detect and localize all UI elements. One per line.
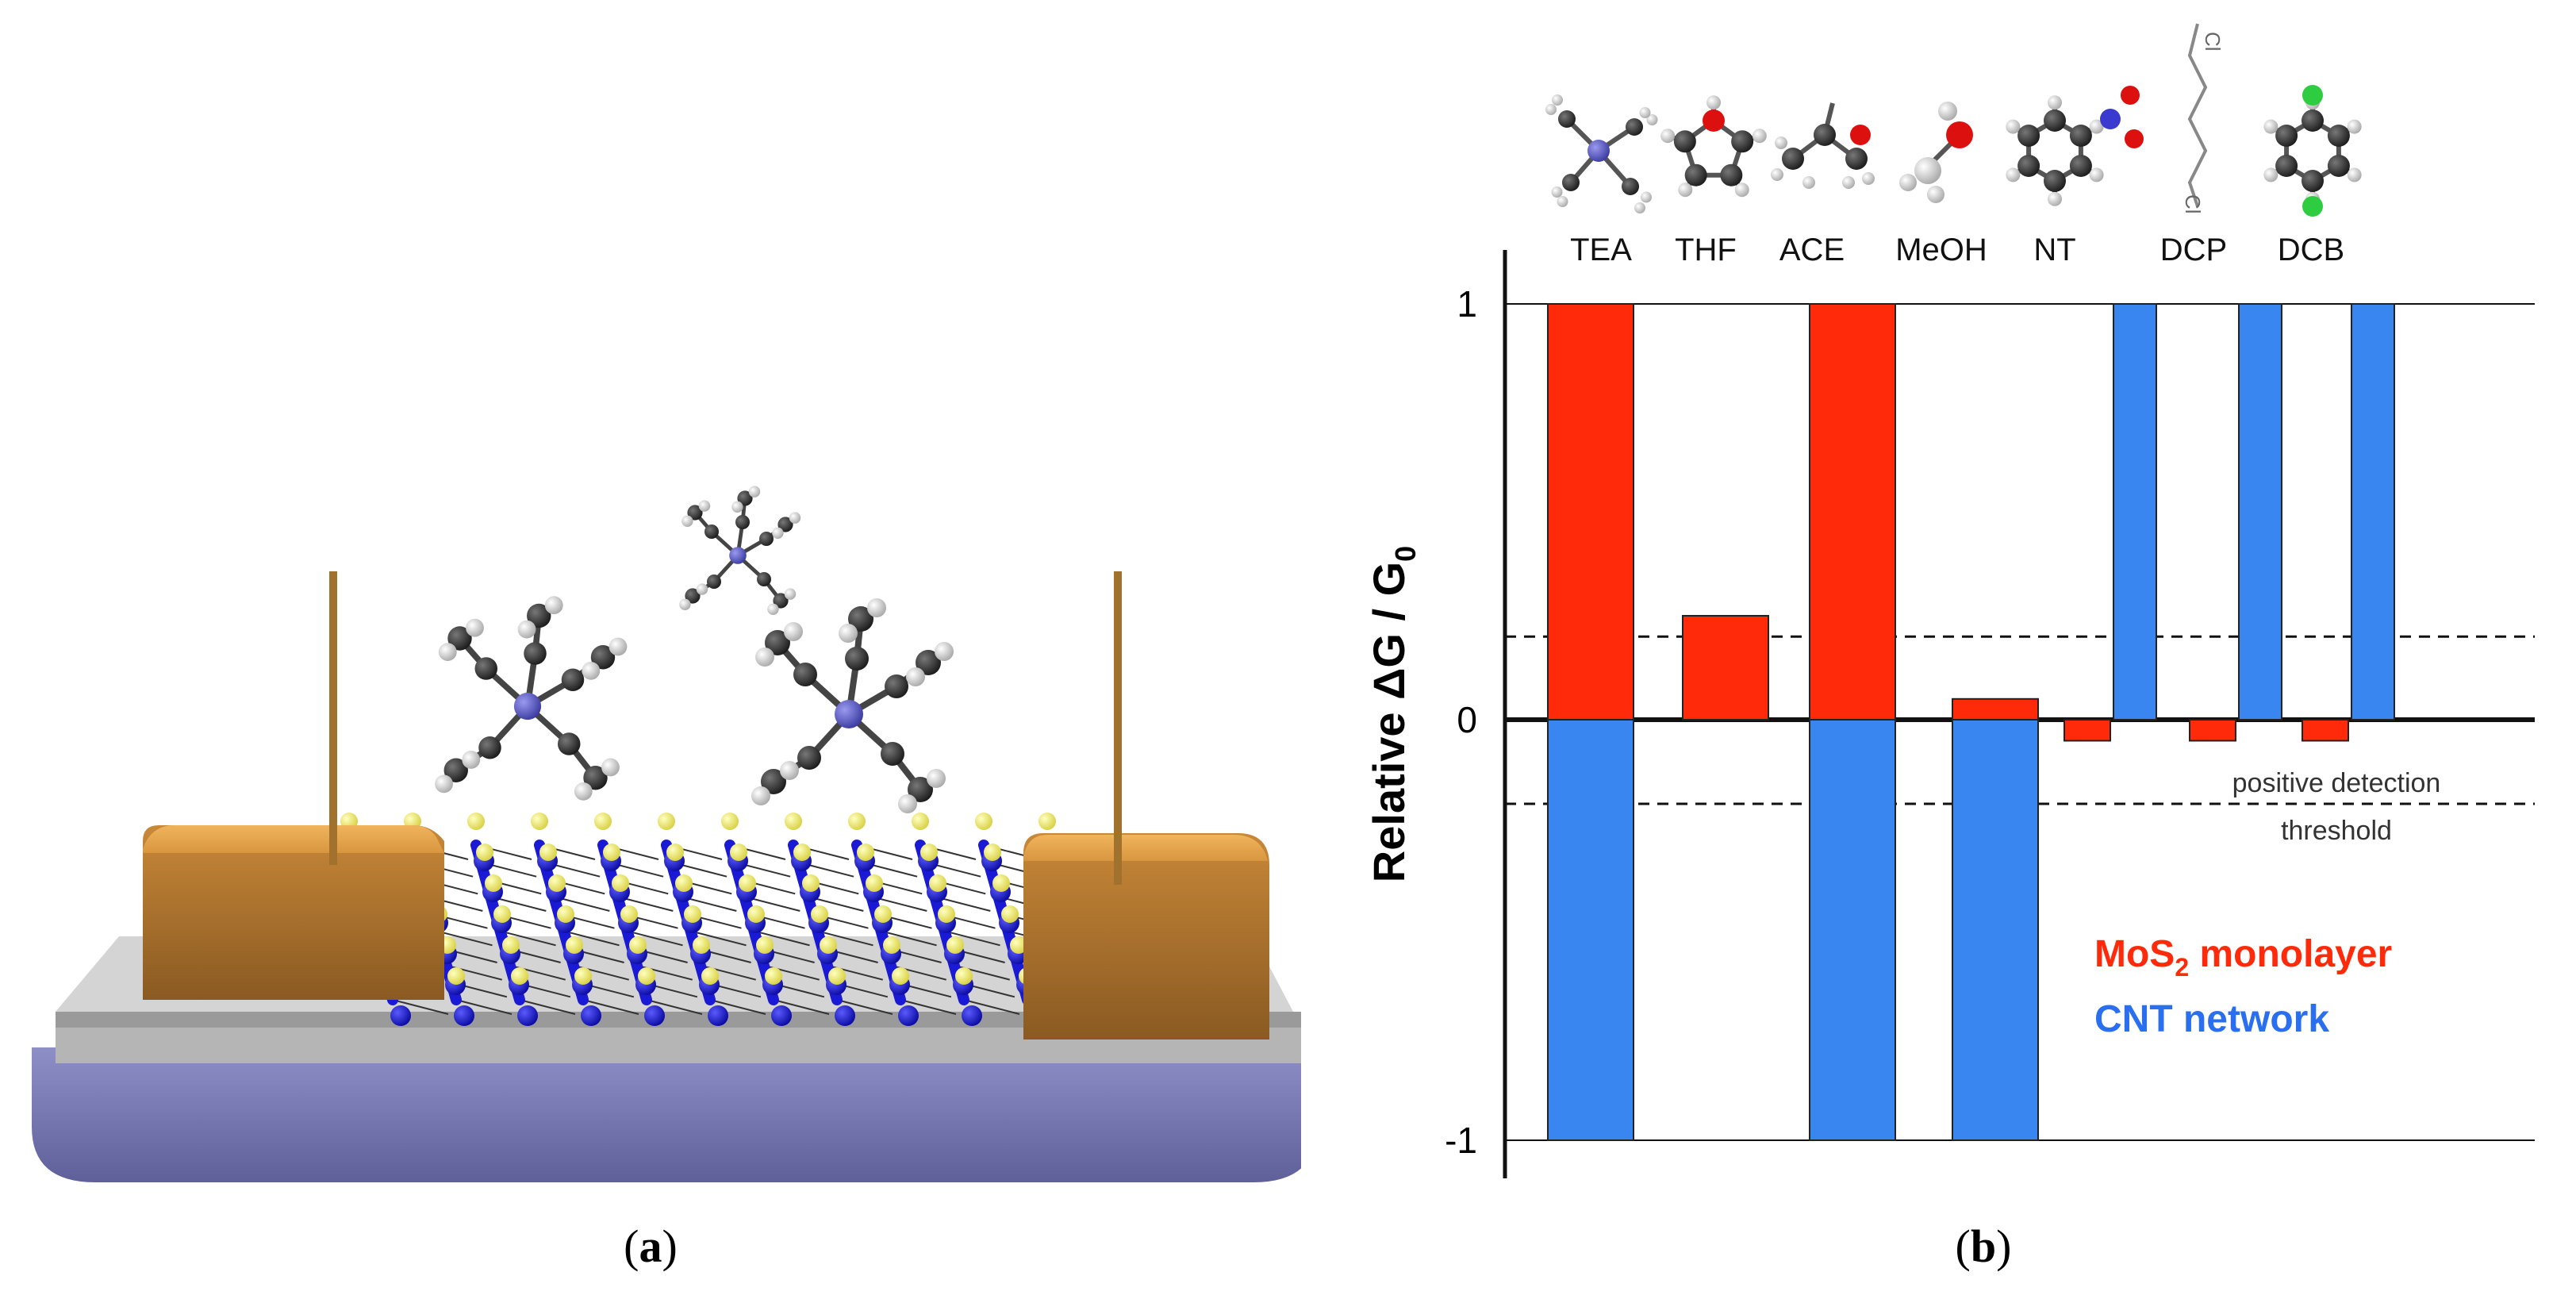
bar-cnt-dcp bbox=[2238, 303, 2282, 721]
category-label-tea: TEA bbox=[1570, 232, 1632, 267]
acetone-icon bbox=[1771, 102, 1875, 189]
oxide-layer bbox=[56, 1024, 1301, 1063]
legend-cnt: CNT network bbox=[2094, 998, 2329, 1040]
nitrotoluene-icon bbox=[2006, 86, 2144, 206]
category-label-thf: THF bbox=[1675, 232, 1737, 267]
bar-mos2-tea bbox=[1547, 303, 1634, 721]
tea-molecule-top bbox=[679, 486, 801, 615]
device-illustration: (a) bbox=[32, 486, 1301, 1272]
molecule-icons: Cl Cl bbox=[1545, 23, 2362, 217]
methanol-icon bbox=[1899, 102, 1973, 203]
chlorine-label: Cl bbox=[2201, 32, 2225, 52]
y-axis-label: Relative ΔG / G0 bbox=[1364, 546, 1422, 882]
y-tick-label: 0 bbox=[1457, 699, 1477, 740]
lattice-column bbox=[848, 813, 957, 1026]
panel-a-label: a bbox=[639, 1220, 662, 1272]
bar-cnt-tea bbox=[1547, 719, 1634, 1141]
lattice-column bbox=[912, 813, 1020, 1026]
y-tick-label: -1 bbox=[1445, 1120, 1477, 1161]
category-label-dcp: DCP bbox=[2160, 232, 2227, 267]
category-label-meoh: MeOH bbox=[1895, 232, 1987, 267]
threshold-label-line1: positive detection bbox=[2232, 768, 2441, 798]
bar-chart: Cl Cl TEA THF ACE MeOH NT DCP DCB 1 0 -1 positive… bbox=[1364, 23, 2535, 1272]
bar-mos2-meoh bbox=[1952, 697, 2039, 721]
tea-molecule-right bbox=[751, 598, 954, 813]
category-label-ace: ACE bbox=[1779, 232, 1845, 267]
tea-molecule-left bbox=[435, 596, 628, 801]
bar-mos2-ace bbox=[1809, 303, 1896, 721]
category-label-dcb: DCB bbox=[2278, 232, 2344, 267]
bar-cnt-ace bbox=[1809, 719, 1896, 1141]
lattice-column bbox=[594, 813, 703, 1026]
y-tick-label: 1 bbox=[1457, 283, 1477, 325]
left-electrode bbox=[143, 571, 444, 1000]
lattice-column bbox=[467, 813, 576, 1026]
svg-text:(a): (a) bbox=[624, 1220, 678, 1272]
lattice-column bbox=[658, 813, 766, 1026]
lattice-column bbox=[785, 813, 893, 1026]
lattice-column bbox=[721, 813, 830, 1026]
right-electrode bbox=[1023, 571, 1269, 1039]
bar-cnt-nt bbox=[2113, 303, 2157, 721]
bar-mos2-dcb bbox=[2302, 719, 2349, 742]
category-labels: TEA THF ACE MeOH NT DCP DCB bbox=[1570, 232, 2344, 267]
legend-mos2: MoS2 monolayer bbox=[2094, 933, 2392, 982]
lattice-column bbox=[531, 813, 639, 1026]
dichloropentane-icon: Cl Cl bbox=[2181, 23, 2225, 214]
substrate-base bbox=[32, 1047, 1301, 1182]
bar-mos2-thf bbox=[1682, 615, 1769, 721]
dichlorobenzene-icon bbox=[2263, 85, 2362, 217]
bar-cnt-dcb bbox=[2351, 303, 2395, 721]
bar-cnt-meoh bbox=[1952, 719, 2039, 1141]
bar-mos2-dcp bbox=[2189, 719, 2236, 742]
chlorine-label: Cl bbox=[2181, 194, 2205, 214]
svg-text:(b): (b) bbox=[1956, 1220, 2012, 1272]
triethylamine-icon bbox=[1545, 94, 1658, 213]
tetrahydrofuran-icon bbox=[1660, 95, 1767, 198]
category-label-nt: NT bbox=[2033, 232, 2075, 267]
bars bbox=[1547, 303, 2395, 1141]
panel-b-label: b bbox=[1971, 1220, 1996, 1272]
threshold-label-line2: threshold bbox=[2281, 816, 2392, 846]
tea-molecules bbox=[435, 486, 954, 813]
bar-mos2-nt bbox=[2063, 719, 2111, 742]
